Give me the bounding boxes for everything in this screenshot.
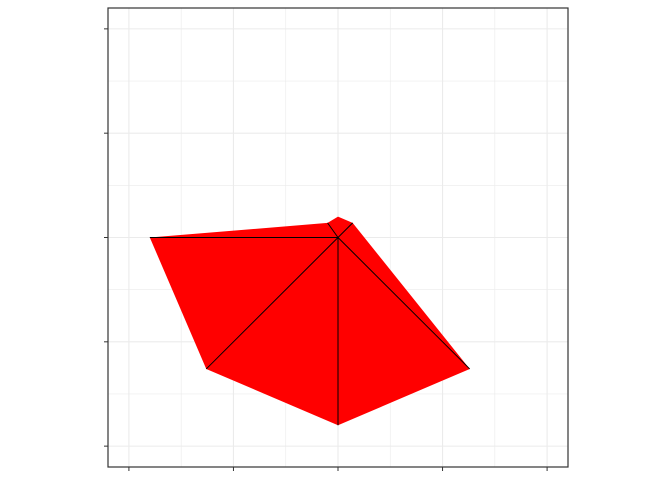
filled-polygon — [149, 216, 470, 426]
spoke-line — [337, 237, 471, 370]
spoke-line — [337, 222, 353, 238]
grid-major — [108, 8, 568, 467]
spoke-layer — [149, 222, 471, 426]
spoke-line — [327, 222, 339, 238]
spoke-line — [205, 237, 339, 370]
y-axis-ticks — [104, 28, 108, 447]
polygon-layer — [149, 216, 470, 426]
x-axis-ticks — [128, 467, 548, 471]
